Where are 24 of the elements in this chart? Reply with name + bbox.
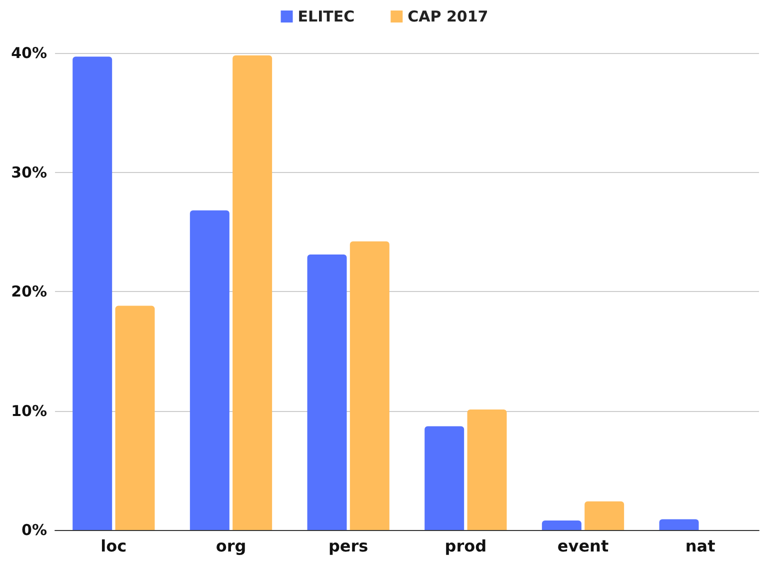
bar [190, 210, 230, 530]
x-tick-label: event [557, 536, 609, 556]
bar [72, 56, 112, 530]
legend-label: CAP 2017 [408, 8, 488, 26]
bar [307, 254, 347, 530]
y-tick-label: 30% [11, 163, 47, 182]
bar [350, 241, 390, 530]
bar [232, 55, 272, 530]
x-tick-label: org [216, 536, 246, 556]
bar [424, 426, 464, 530]
y-tick-label: 20% [11, 282, 47, 300]
x-tick-label: nat [685, 536, 716, 556]
legend-label: ELITEC [298, 8, 355, 26]
x-tick-label: prod [444, 536, 487, 556]
bar [467, 410, 507, 530]
x-tick-label: pers [328, 536, 368, 556]
bar [659, 519, 699, 530]
y-tick-label: 10% [11, 402, 47, 420]
bar [115, 306, 155, 530]
x-tick-label: loc [100, 536, 127, 556]
y-tick-label: 40% [11, 44, 47, 62]
bar [542, 520, 582, 530]
bar [584, 501, 624, 530]
y-tick-label: 0% [22, 521, 47, 539]
